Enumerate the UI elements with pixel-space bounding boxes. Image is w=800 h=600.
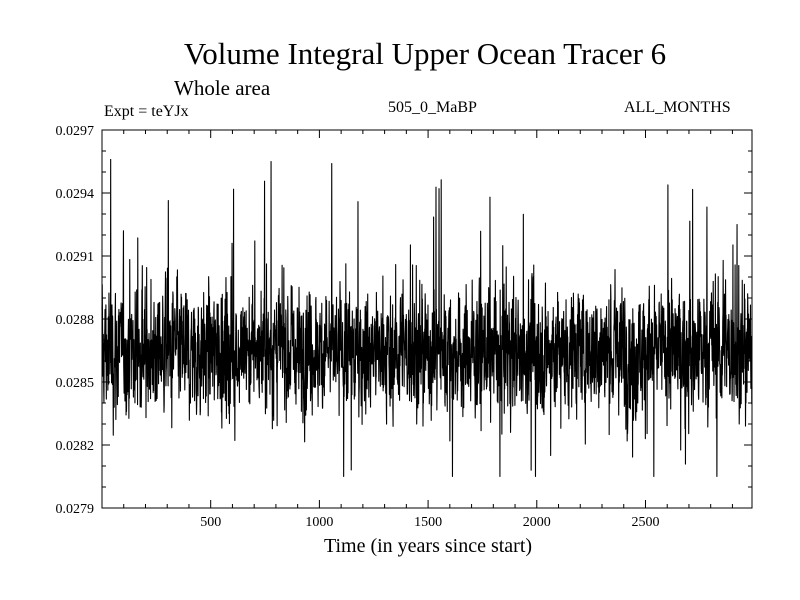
months-label: ALL_MONTHS xyxy=(624,99,731,116)
x-tick-label: 1000 xyxy=(305,515,333,530)
x-tick-label: 2500 xyxy=(631,515,659,530)
chart-subtitle: Whole area xyxy=(174,76,271,100)
y-tick-label: 0.0291 xyxy=(56,250,95,265)
series-line xyxy=(101,158,753,478)
chart-title: Volume Integral Upper Ocean Tracer 6 xyxy=(183,36,667,71)
y-tick-label: 0.0282 xyxy=(56,439,95,454)
y-tick-label: 0.0285 xyxy=(56,376,95,391)
x-axis-label: Time (in years since start) xyxy=(323,535,533,557)
x-tick-label: 1500 xyxy=(414,515,442,530)
series-layer xyxy=(101,158,753,478)
x-tick-label: 2000 xyxy=(523,515,551,530)
axis-ticks: 500 1000 1500 2000 2500 0.0279 0.0282 0.0285 0.0… xyxy=(56,124,752,530)
x-tick-label: 500 xyxy=(200,515,221,530)
experiment-label: Expt = teYJx xyxy=(104,103,189,120)
y-tick-label: 0.0288 xyxy=(56,313,95,328)
y-tick-label: 0.0297 xyxy=(56,124,95,139)
y-tick-label: 0.0294 xyxy=(56,187,95,202)
period-label: 505_0_MaBP xyxy=(388,99,477,116)
y-tick-label: 0.0279 xyxy=(56,502,95,517)
